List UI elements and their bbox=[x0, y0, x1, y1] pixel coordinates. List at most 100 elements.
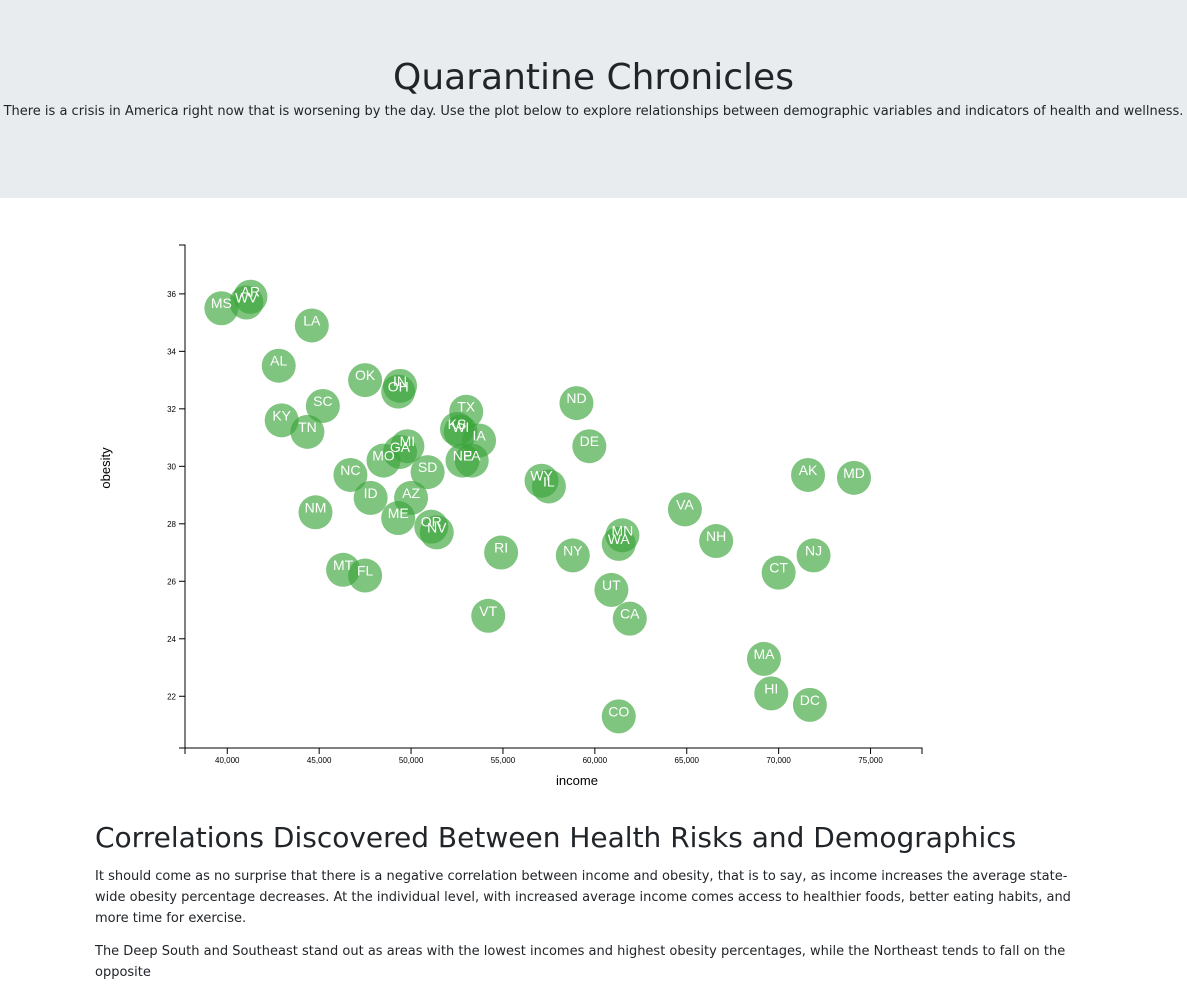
state-abbr-label: FL bbox=[357, 563, 374, 579]
state-marker[interactable] bbox=[348, 363, 383, 398]
state-marker[interactable] bbox=[353, 480, 388, 515]
state-marker[interactable] bbox=[261, 348, 296, 383]
state-abbr-label: ID bbox=[364, 485, 378, 501]
state-marker[interactable] bbox=[746, 641, 781, 676]
state-marker[interactable] bbox=[836, 460, 871, 495]
state-abbr-label: CA bbox=[620, 606, 640, 622]
state-abbr-label: ND bbox=[566, 390, 586, 406]
state-abbr-label: ME bbox=[388, 505, 409, 521]
state-abbr-label: NJ bbox=[805, 542, 822, 558]
state-marker[interactable] bbox=[290, 414, 325, 449]
state-abbr-label: IN bbox=[393, 373, 407, 389]
state-marker[interactable] bbox=[612, 601, 647, 636]
state-abbr-label: KY bbox=[272, 407, 291, 423]
state-marker[interactable] bbox=[601, 526, 636, 561]
x-tick-label: 60,000 bbox=[583, 756, 608, 765]
scatter-chart: 40,000 45,000 50,000 55,000 60,000 65,000 70,0… bbox=[98, 244, 923, 788]
state-abbr-label: LA bbox=[303, 312, 321, 328]
y-tick-label: 22 bbox=[167, 692, 176, 701]
state-marker[interactable] bbox=[791, 457, 826, 492]
state-marker[interactable] bbox=[348, 558, 383, 593]
state-abbr-label: OH bbox=[388, 379, 409, 395]
state-abbr-label: SC bbox=[313, 393, 332, 409]
chart-area: 40,000 45,000 50,000 55,000 60,000 65,000 70,0… bbox=[0, 198, 960, 802]
y-tick-label: 34 bbox=[167, 347, 176, 356]
state-abbr-label: AL bbox=[270, 353, 287, 369]
state-marker[interactable] bbox=[366, 443, 401, 478]
state-abbr-label: PA bbox=[463, 448, 481, 464]
article-heading: Correlations Discovered Between Health R… bbox=[95, 821, 1017, 854]
state-abbr-label: TX bbox=[457, 399, 476, 415]
state-marker[interactable] bbox=[484, 535, 519, 570]
state-abbr-label: NY bbox=[563, 542, 583, 558]
x-axis-label[interactable]: income bbox=[556, 773, 598, 788]
state-marker[interactable] bbox=[305, 388, 340, 423]
state-abbr-label: NH bbox=[706, 528, 726, 544]
state-abbr-label: MS bbox=[211, 295, 232, 311]
state-marker[interactable] bbox=[601, 699, 636, 734]
x-tick-label: 40,000 bbox=[215, 756, 240, 765]
state-abbr-label: VT bbox=[479, 603, 497, 619]
state-abbr-label: CT bbox=[769, 560, 788, 576]
state-marker[interactable] bbox=[333, 457, 368, 492]
state-marker[interactable] bbox=[264, 403, 299, 438]
state-abbr-label: IA bbox=[472, 427, 486, 443]
article-paragraph-1: It should come as no surprise that there… bbox=[95, 869, 1071, 926]
y-tick-label: 26 bbox=[167, 577, 176, 586]
y-tick-label: 32 bbox=[167, 405, 176, 414]
state-abbr-label: SD bbox=[418, 459, 437, 475]
state-abbr-label: VA bbox=[676, 496, 694, 512]
state-marker[interactable] bbox=[410, 455, 445, 490]
y-axis-label[interactable]: obesity bbox=[98, 447, 113, 489]
state-abbr-label: WV bbox=[235, 289, 258, 305]
state-abbr-label: MO bbox=[372, 448, 395, 464]
state-marker[interactable] bbox=[454, 443, 489, 478]
state-abbr-label: OR bbox=[421, 514, 442, 530]
state-marker[interactable] bbox=[559, 386, 594, 421]
state-abbr-label: MT bbox=[333, 557, 354, 573]
state-marker[interactable] bbox=[796, 538, 831, 573]
y-tick-label: 28 bbox=[167, 520, 176, 529]
state-abbr-label: MI bbox=[400, 433, 416, 449]
state-marker[interactable] bbox=[754, 676, 789, 711]
page-subtitle: There is a crisis in America right now t… bbox=[3, 104, 1184, 119]
state-abbr-label: IL bbox=[543, 473, 555, 489]
x-tick-label: 55,000 bbox=[491, 756, 516, 765]
state-marker[interactable] bbox=[667, 492, 702, 527]
state-marker[interactable] bbox=[381, 374, 416, 409]
x-tick-label: 50,000 bbox=[399, 756, 424, 765]
state-abbr-label: TN bbox=[298, 419, 317, 435]
article-paragraph-2: The Deep South and Southeast stand out a… bbox=[95, 944, 1066, 980]
state-marker[interactable] bbox=[555, 538, 590, 573]
state-marker[interactable] bbox=[229, 285, 264, 320]
state-marker[interactable] bbox=[298, 495, 333, 530]
y-axis-line bbox=[179, 244, 186, 749]
state-marker[interactable] bbox=[381, 501, 416, 536]
state-abbr-label: WY bbox=[530, 468, 553, 484]
y-tick-label: 24 bbox=[167, 635, 176, 644]
state-marker[interactable] bbox=[572, 429, 607, 464]
state-abbr-label: AK bbox=[799, 462, 818, 478]
state-abbr-label: NE bbox=[453, 448, 472, 464]
state-marker[interactable] bbox=[294, 308, 329, 343]
state-marker[interactable] bbox=[594, 572, 629, 607]
article-section: Correlations Discovered Between Health R… bbox=[95, 818, 1095, 995]
state-marker[interactable] bbox=[761, 555, 796, 590]
state-abbr-label: NM bbox=[305, 499, 327, 515]
state-abbr-label: NC bbox=[340, 462, 360, 478]
state-abbr-label: MA bbox=[753, 646, 775, 662]
state-abbr-label: DE bbox=[580, 433, 599, 449]
state-marker[interactable] bbox=[699, 524, 734, 559]
header-banner: Quarantine Chronicles There is a crisis … bbox=[0, 0, 1187, 198]
state-marker[interactable] bbox=[531, 469, 566, 504]
x-tick-label: 70,000 bbox=[766, 756, 791, 765]
state-abbr-label: WA bbox=[608, 531, 631, 547]
state-marker[interactable] bbox=[792, 687, 827, 722]
state-marker[interactable] bbox=[419, 515, 454, 550]
state-abbr-label: WI bbox=[452, 419, 469, 435]
x-tick-label: 65,000 bbox=[675, 756, 700, 765]
state-abbr-label: MN bbox=[612, 522, 634, 538]
state-abbr-label: AR bbox=[241, 284, 260, 300]
state-marker[interactable] bbox=[471, 598, 506, 633]
